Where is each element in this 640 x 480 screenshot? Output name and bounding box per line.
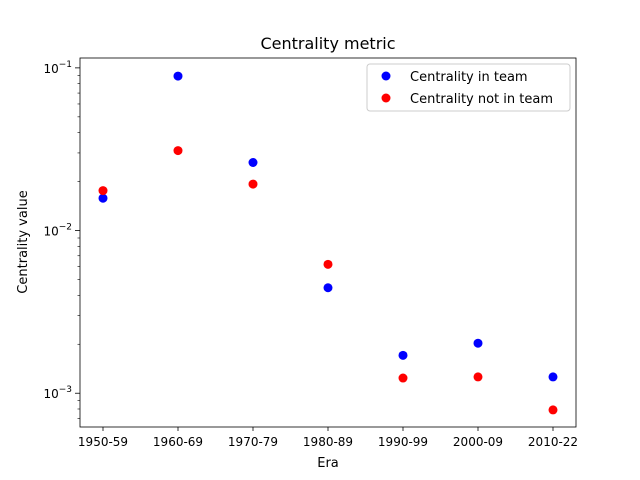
data-point <box>323 259 333 269</box>
data-point <box>548 372 558 382</box>
data-point <box>473 338 483 348</box>
legend-frame <box>366 63 571 112</box>
x-tick-label: 1960-69 <box>153 435 203 449</box>
data-point <box>323 283 333 293</box>
y-axis-ticks: 10−3 10−2 10−1 <box>43 60 80 419</box>
data-point <box>173 146 183 156</box>
data-point <box>248 179 258 189</box>
x-tick-label: 1950-59 <box>78 435 128 449</box>
data-point <box>173 71 183 81</box>
y-tick-label: 10−2 <box>43 223 72 239</box>
legend-label: Centrality in team <box>410 70 528 85</box>
data-point <box>548 405 558 415</box>
x-tick-label: 1980-89 <box>303 435 353 449</box>
legend: Centrality in team Centrality not in team <box>366 63 571 112</box>
legend-marker <box>381 93 391 103</box>
data-points <box>98 71 558 415</box>
plot-area <box>79 57 577 428</box>
x-tick-label: 2000-09 <box>453 435 503 449</box>
chart-title: Centrality metric <box>260 34 395 53</box>
data-point <box>98 193 108 203</box>
data-point <box>98 186 108 196</box>
x-axis-ticks: 1950-59 1960-69 1970-79 1980-89 1990-99 2000-… <box>78 427 578 449</box>
x-tick-label: 1970-79 <box>228 435 278 449</box>
data-point <box>473 372 483 382</box>
x-tick-label: 1990-99 <box>378 435 428 449</box>
y-tick-label: 10−1 <box>43 60 72 76</box>
y-axis-label: Centrality value <box>16 190 31 293</box>
y-tick-label: 10−3 <box>43 385 72 401</box>
data-point <box>398 373 408 383</box>
x-axis-label: Era <box>317 456 339 471</box>
data-point <box>248 158 258 168</box>
x-tick-label: 2010-22 <box>528 435 578 449</box>
legend-label: Centrality not in team <box>410 92 553 107</box>
data-point <box>398 350 408 360</box>
legend-marker <box>381 71 391 81</box>
